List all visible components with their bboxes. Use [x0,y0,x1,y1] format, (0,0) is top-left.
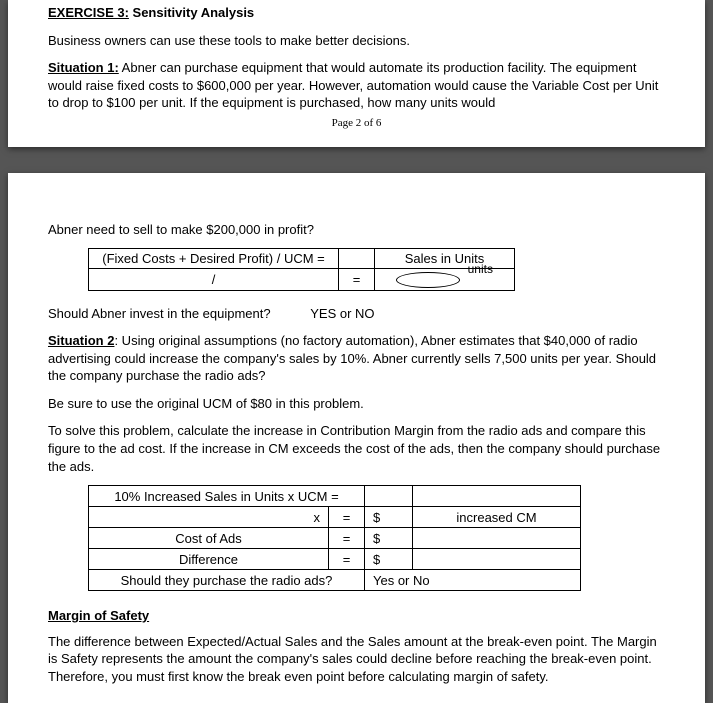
tbl2-r2-eq: = [329,528,365,549]
tbl2-r3-eq: = [329,549,365,570]
table1-wrap: (Fixed Costs + Desired Profit) / UCM = S… [88,248,665,291]
tbl2-r1-d: $ [365,507,413,528]
table2: 10% Increased Sales in Units x UCM = x =… [88,485,581,591]
tbl1-h2: Sales in Units [375,249,515,269]
intro-text: Business owners can use these tools to m… [48,32,665,50]
invest-question: Should Abner invest in the equipment? YE… [48,305,665,323]
table1: (Fixed Costs + Desired Profit) / UCM = S… [88,248,515,291]
situation1-label: Situation 1: [48,60,119,75]
tbl2-r3-label: Difference [89,549,329,570]
tbl2-r1-eq: = [329,507,365,528]
tbl2-r2-blank [413,528,581,549]
page-top: EXERCISE 3: Sensitivity Analysis Busines… [8,0,705,147]
page-bottom: Abner need to sell to make $200,000 in p… [8,173,705,703]
exercise-heading: EXERCISE 3: Sensitivity Analysis [48,4,665,22]
situation1-para: Situation 1: Abner can purchase equipmen… [48,59,665,112]
tbl1-r3: units [375,269,515,291]
tbl2-r3-blank [413,549,581,570]
page-gap [0,147,713,173]
tbl1-r2: = [339,269,375,291]
tbl2-h-blank1 [365,486,413,507]
solve-note: To solve this problem, calculate the inc… [48,422,665,475]
situation2-text: : Using original assumptions (no factory… [48,333,656,383]
tbl1-h1: (Fixed Costs + Desired Profit) / UCM = [89,249,339,269]
tbl2-r4-ans: Yes or No [365,570,581,591]
table2-wrap: 10% Increased Sales in Units x UCM = x =… [88,485,665,591]
units-label: units [468,262,493,276]
tbl1-h-blank [339,249,375,269]
page-number: Page 2 of 6 [48,116,665,131]
tbl2-r2-d: $ [365,528,413,549]
tbl2-r2-label: Cost of Ads [89,528,329,549]
situation2-label: Situation 2 [48,333,114,348]
ucm-note: Be sure to use the original UCM of $80 i… [48,395,665,413]
exercise-label: EXERCISE 3: [48,5,129,20]
exercise-title: Sensitivity Analysis [129,5,254,20]
tbl2-header: 10% Increased Sales in Units x UCM = [89,486,365,507]
tbl2-r4-label: Should they purchase the radio ads? [89,570,365,591]
tbl2-h-blank2 [413,486,581,507]
invest-q-text: Should Abner invest in the equipment? [48,306,271,321]
yes-no-1: YES or NO [310,305,374,323]
situation1-text: Abner can purchase equipment that would … [48,60,658,110]
mos-heading: Margin of Safety [48,607,665,625]
tbl2-r1-label: increased CM [413,507,581,528]
tbl2-r3-d: $ [365,549,413,570]
tbl1-r1: / [89,269,339,291]
mos-para: The difference between Expected/Actual S… [48,633,665,686]
tbl2-r1-x: x [89,507,329,528]
answer-oval [396,272,460,288]
question1: Abner need to sell to make $200,000 in p… [48,221,665,239]
situation2-para: Situation 2: Using original assumptions … [48,332,665,385]
